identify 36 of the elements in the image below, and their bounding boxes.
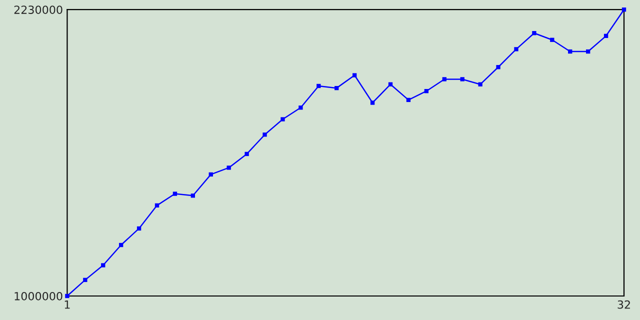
point: [622, 8, 626, 12]
point: [460, 77, 464, 82]
point: [226, 166, 231, 170]
point: [244, 152, 249, 156]
point: [550, 38, 554, 42]
point: [496, 65, 500, 70]
point: [352, 73, 357, 78]
point: [370, 100, 375, 105]
point: [316, 84, 321, 88]
point: [262, 132, 267, 137]
point: [190, 194, 196, 198]
point: [101, 263, 106, 268]
x-tick-label: 32: [618, 300, 630, 309]
y-tick-label: 2230000: [14, 6, 62, 14]
point: [442, 77, 446, 82]
point: [280, 117, 285, 122]
point: [154, 203, 160, 208]
point: [65, 294, 70, 298]
point: [604, 34, 608, 38]
point: [388, 82, 393, 86]
point: [83, 278, 88, 282]
point: [532, 31, 536, 36]
point: [514, 47, 518, 52]
point: [172, 192, 178, 196]
point: [208, 172, 213, 177]
x-tick-label: 1: [64, 300, 70, 309]
point: [119, 242, 124, 248]
point: [334, 86, 339, 90]
point: [424, 89, 429, 94]
point: [136, 226, 142, 231]
point: [586, 49, 590, 54]
point: [478, 82, 482, 86]
point: [406, 98, 411, 102]
point: [568, 49, 572, 54]
y-tick-label: 1000000: [14, 292, 62, 300]
point: [298, 106, 303, 110]
